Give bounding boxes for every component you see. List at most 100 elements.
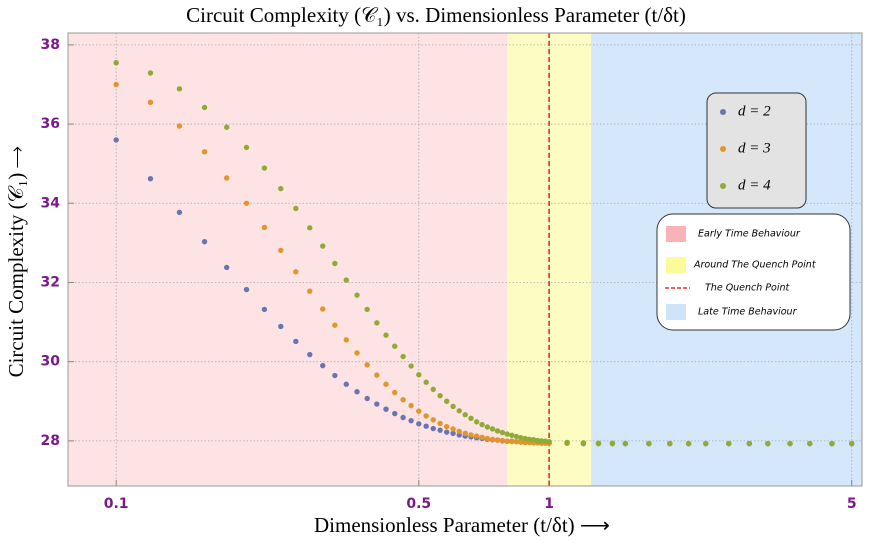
- x-axis-label: Dimensionless Parameter (t/δt) ⟶: [314, 513, 610, 537]
- data-point: [374, 320, 380, 326]
- data-point: [450, 430, 456, 437]
- data-point: [622, 440, 629, 447]
- data-point: [494, 437, 501, 443]
- data-point: [534, 437, 541, 444]
- data-point: [546, 438, 552, 445]
- legend-label: Around The Quench Point: [693, 260, 817, 271]
- data-point: [416, 408, 422, 414]
- data-point: [392, 410, 398, 417]
- data-point: [408, 417, 414, 424]
- data-point: [400, 353, 406, 360]
- legend-swatch: [666, 257, 686, 273]
- data-point: [416, 421, 422, 427]
- data-point: [147, 70, 154, 76]
- data-point: [354, 292, 360, 298]
- y-tick-label: 28: [41, 433, 60, 449]
- x-tick-label: 5: [847, 496, 857, 512]
- data-point: [383, 381, 389, 387]
- y-tick-label: 38: [41, 37, 60, 53]
- data-point: [703, 440, 709, 447]
- data-point: [444, 429, 450, 435]
- data-point: [437, 393, 443, 399]
- data-point: [499, 429, 506, 436]
- data-point: [444, 398, 450, 404]
- y-tick-label: 34: [41, 195, 61, 211]
- data-point: [807, 440, 813, 447]
- data-point: [307, 225, 313, 231]
- data-point: [609, 440, 616, 446]
- data-point: [343, 381, 349, 387]
- data-point: [400, 414, 406, 421]
- data-point: [423, 379, 429, 385]
- y-axis-label: Circuit Complexity (𝒞₁) ⟶: [4, 147, 28, 378]
- data-point: [518, 434, 524, 441]
- data-point: [261, 224, 268, 231]
- data-point: [489, 426, 496, 432]
- chart-title: Circuit Complexity (𝒞₁) vs. Dimensionles…: [186, 3, 686, 27]
- data-point: [522, 439, 528, 446]
- data-point: [667, 440, 673, 447]
- data-point: [526, 436, 533, 442]
- data-point: [564, 439, 570, 446]
- data-point: [726, 440, 732, 447]
- data-point: [354, 350, 360, 356]
- data-point: [243, 144, 250, 151]
- data-point: [479, 434, 485, 440]
- data-point: [343, 337, 349, 343]
- data-point: [400, 396, 406, 403]
- data-point: [685, 440, 692, 447]
- data-point: [147, 176, 154, 182]
- data-point: [293, 338, 299, 345]
- data-point: [364, 306, 370, 313]
- data-point: [430, 417, 436, 423]
- data-point: [201, 104, 208, 111]
- data-point: [499, 437, 506, 444]
- data-point: [364, 395, 370, 402]
- plot-frame: [67, 32, 863, 487]
- data-point: [513, 433, 520, 440]
- data-point: [293, 269, 299, 275]
- data-point: [332, 260, 338, 267]
- data-point: [423, 413, 429, 419]
- legend: d = 2 d = 3 d = 4: [706, 92, 807, 209]
- data-point: [261, 165, 268, 171]
- data-point: [320, 243, 326, 249]
- data-point: [383, 406, 389, 412]
- data-point: [437, 420, 443, 427]
- data-point: [201, 149, 208, 155]
- data-point: [113, 59, 119, 66]
- data-point: [354, 389, 360, 395]
- data-point: [513, 438, 520, 445]
- data-point: [787, 440, 793, 447]
- data-point: [176, 86, 183, 92]
- x-tick-label: 0.1: [104, 496, 129, 512]
- data-point: [374, 372, 380, 378]
- legend-label: d = 3: [738, 140, 771, 156]
- data-point: [504, 431, 510, 437]
- data-point: [278, 247, 284, 254]
- legend-marker: [720, 183, 726, 189]
- y-tick-label: 36: [41, 116, 60, 132]
- data-point: [261, 306, 268, 313]
- legend-marker: [720, 109, 726, 115]
- data-point: [456, 428, 462, 435]
- legend-label: Early Time Behaviour: [698, 229, 801, 240]
- data-point: [332, 372, 338, 379]
- data-point: [462, 430, 468, 437]
- data-point: [320, 362, 326, 369]
- data-point: [473, 433, 480, 439]
- data-point: [468, 415, 474, 421]
- data-point: [504, 438, 510, 444]
- data-point: [383, 332, 389, 338]
- data-point: [468, 432, 474, 438]
- data-point: [489, 436, 496, 442]
- legend-marker: [720, 146, 726, 152]
- data-point: [392, 389, 398, 396]
- data-point: [646, 440, 652, 447]
- data-point: [849, 440, 855, 447]
- data-point: [278, 185, 284, 192]
- data-point: [223, 264, 230, 271]
- x-tick-label: 0.5: [406, 496, 431, 512]
- data-point: [580, 440, 587, 446]
